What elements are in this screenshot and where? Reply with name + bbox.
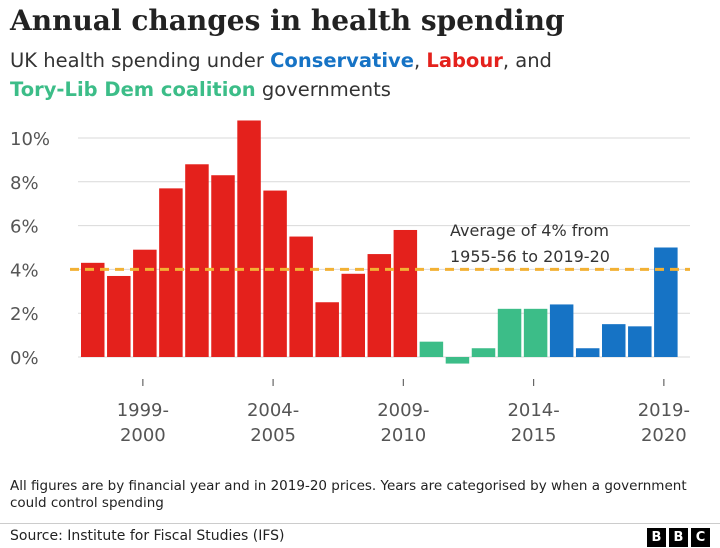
logo-letter: B [647, 528, 666, 547]
average-label: 1955-56 to 2019-20 [450, 247, 610, 266]
bar-conservative [628, 326, 652, 357]
bar-labour [367, 254, 392, 357]
bbc-logo: B B C [647, 528, 710, 547]
y-tick-label: 10% [10, 129, 50, 150]
labour-label: Labour [426, 49, 503, 72]
bar-coalition [523, 308, 548, 357]
x-tick-label: 1999- [117, 400, 169, 421]
x-tick-label: 2009- [377, 400, 429, 421]
bar-coalition [419, 341, 444, 357]
x-tick-label: 2004- [247, 400, 299, 421]
bar-labour [263, 190, 287, 357]
source-text: Source: Institute for Fiscal Studies (IF… [10, 528, 285, 544]
bar-labour [289, 236, 313, 357]
subtitle-prefix: UK health spending under [10, 49, 271, 72]
y-tick-label: 4% [10, 260, 39, 281]
bar-labour [159, 188, 183, 357]
health-spending-chart: 0% 2% 4% 6% 8% 10% Average of 4% from 1955-56 t… [10, 120, 690, 446]
bar-labour [341, 273, 365, 357]
subtitle-suffix: governments [255, 78, 391, 101]
bar-conservative [575, 348, 600, 357]
chart-subtitle: UK health spending under Conservative, L… [10, 46, 700, 104]
bar-conservative [602, 324, 626, 357]
x-tick-label: 2019- [638, 400, 690, 421]
subtitle-comma: , [413, 49, 421, 72]
footer-divider [0, 523, 720, 524]
bar-coalition [471, 348, 496, 357]
bar-labour [133, 249, 157, 357]
bar-conservative [654, 247, 678, 357]
coalition-label: Tory-Lib Dem coalition [10, 78, 256, 101]
bar-conservative [549, 304, 574, 357]
y-tick-label: 2% [10, 304, 39, 325]
x-tick-label: 2010 [380, 425, 426, 446]
subtitle-and: , and [502, 49, 552, 72]
bar-labour [81, 262, 105, 357]
chart-title: Annual changes in health spending [10, 4, 565, 37]
logo-letter: B [669, 528, 688, 547]
bar-coalition [445, 357, 470, 364]
footnote: All figures are by financial year and in… [10, 478, 687, 511]
x-tick-label: 2005 [250, 425, 296, 446]
conservative-label: Conservative [270, 49, 414, 72]
bar-labour [211, 175, 235, 357]
bar-labour [107, 275, 131, 357]
x-tick-label: 2014- [507, 400, 559, 421]
bar-labour [185, 164, 209, 357]
average-label: Average of 4% from [450, 221, 609, 240]
y-tick-label: 6% [10, 217, 39, 238]
y-tick-label: 8% [10, 173, 39, 194]
bar-coalition [497, 308, 522, 357]
bar-labour [393, 229, 418, 357]
logo-letter: C [691, 528, 710, 547]
x-tick-label: 2015 [511, 425, 557, 446]
y-tick-label: 0% [10, 348, 39, 369]
bar-labour [315, 302, 339, 357]
x-tick-label: 2020 [641, 425, 687, 446]
x-tick-label: 2000 [120, 425, 166, 446]
bar-labour [237, 120, 261, 357]
